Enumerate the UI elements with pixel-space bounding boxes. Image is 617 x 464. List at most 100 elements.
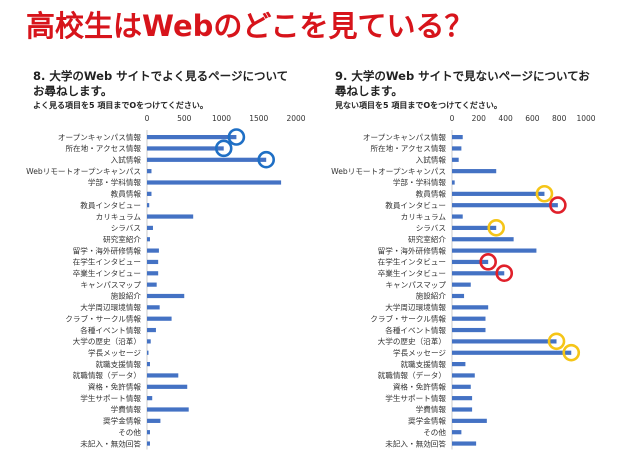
bar-q8 [147,441,150,446]
highlight-circle-red [479,253,497,271]
bar-q9 [452,271,505,276]
category-label-q9: 学長メッセージ [393,347,446,357]
category-label-q9: 就職支援情報 [400,359,446,369]
category-label-q8: 所在地・アクセス情報 [65,143,141,153]
bar-q9 [452,418,487,423]
bar-q8 [147,271,159,276]
bar-q8 [147,225,153,230]
bar-q9 [452,203,558,208]
category-label-q8: カリキュラム [96,212,142,221]
bar-q9 [452,430,462,435]
category-label-q8: 入試情報 [111,155,142,165]
category-label-q9: 研究室紹介 [408,234,446,244]
bar-q8 [147,169,152,174]
category-label-q8: 学長メッセージ [88,347,141,357]
question-9-subtitle: 見ない項目を5 項目までOをつけてください。 [335,101,502,110]
category-label-q8: オープンキャンパス情報 [58,132,141,142]
bar-q9 [452,362,466,367]
highlight-circle-yellow [562,343,581,362]
x-tick-label-q9: 0 [450,114,455,123]
category-label-q9: 学費情報 [416,404,447,414]
bar-q9 [452,180,455,185]
category-label-q9: Webリモートオープンキャンパス [331,167,446,176]
bar-q8 [147,362,150,367]
x-tick-label-q8: 1500 [249,114,268,123]
highlight-circle-blue [227,128,246,146]
bar-q9 [452,259,489,265]
category-label-q9: シラバス [416,224,446,233]
bar-q8 [147,203,150,208]
x-tick-label-q8: 2000 [286,114,305,123]
bar-q8 [147,407,189,412]
category-label-q9: 施設紹介 [416,291,447,301]
highlight-circle-yellow [535,184,554,203]
bar-q9 [452,157,459,162]
category-label-q8: 留学・海外研修情報 [73,245,142,255]
bar-q8 [147,135,237,140]
category-label-q9: その他 [423,427,446,437]
category-label-q8: 未記入・無効回答 [80,438,141,448]
category-label-q8: クラブ・サークル情報 [65,313,141,323]
bar-q8 [147,350,149,355]
bar-q8 [147,248,159,253]
bar-q8 [147,157,267,162]
bar-q8 [147,430,150,435]
x-tick-label-q9: 1000 [576,114,595,123]
bar-q9 [452,248,537,253]
bar-q8 [147,191,152,196]
category-label-q8: キャンパスマップ [80,280,141,289]
bar-q8 [147,259,159,265]
bar-q8 [147,293,185,299]
bar-q8 [147,327,156,333]
category-label-q8: シラバス [111,224,141,233]
bar-q8 [147,373,179,378]
x-tick-label-q8: 1000 [212,114,231,123]
category-label-q9: キャンパスマップ [385,280,446,289]
bar-q9 [452,135,463,140]
bar-q9 [452,305,489,310]
bar-q8 [147,418,161,423]
category-label-q8: 教員インタビュー [80,200,141,210]
bar-q8 [147,180,282,185]
category-label-q8: 各種イベント情報 [80,325,141,335]
bar-q8 [147,396,153,401]
bar-q9 [452,316,486,321]
highlight-circle-yellow [547,332,566,351]
category-label-q9: 就職情報（データ） [378,370,446,380]
category-label-q9: 奨学金情報 [408,416,446,426]
bar-q9 [452,282,471,287]
category-label-q8: 施設紹介 [111,291,142,301]
category-label-q9: 各種イベント情報 [385,325,446,335]
category-label-q8: Webリモートオープンキャンパス [26,167,141,176]
category-label-q9: カリキュラム [401,212,447,221]
category-label-q9: 教員インタビュー [385,200,446,210]
category-label-q9: 大学の歴史（沿革） [378,336,446,346]
bar-q9 [452,384,471,389]
category-label-q8: その他 [118,427,141,437]
bar-q8 [147,282,157,287]
category-label-q8: 在学生インタビュー [73,257,141,267]
category-label-q8: 大学の歴史（沿革） [73,336,141,346]
bar-q8 [147,316,172,321]
x-tick-label-q9: 600 [525,114,540,123]
bar-q9 [452,373,475,378]
category-label-q8: 奨学金情報 [103,416,141,426]
category-label-q9: 卒業生インタビュー [378,268,446,278]
bar-q9 [452,237,514,242]
bar-q9 [452,191,545,196]
bar-q8 [147,214,194,219]
highlight-circle-blue [214,139,233,158]
category-label-q8: 学部・学科情報 [88,177,142,187]
category-label-q9: 大学周辺環境情報 [385,302,446,312]
category-label-q9: 教員情報 [416,189,447,199]
category-label-q9: 学生サポート情報 [385,393,446,403]
category-label-q8: 卒業生インタビュー [73,268,141,278]
bar-q9 [452,407,473,412]
category-label-q8: 学費情報 [111,404,142,414]
category-label-q8: 大学周辺環境情報 [80,302,141,312]
question-8-title: 8. 大学のWeb サイトでよく見るページについてお尋ねします。 [33,69,289,98]
bar-q8 [147,339,151,344]
category-label-q9: クラブ・サークル情報 [370,313,446,323]
highlight-circle-red [549,196,567,214]
